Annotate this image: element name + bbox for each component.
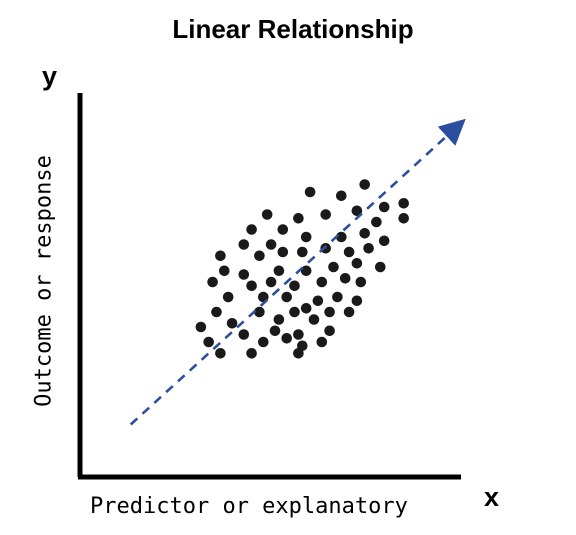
data-point-34 (356, 277, 367, 288)
data-point-42 (281, 292, 292, 303)
data-point-9 (371, 217, 382, 228)
data-point-66 (246, 348, 257, 359)
data-point-8 (262, 209, 273, 220)
data-point-21 (379, 236, 390, 247)
data-point-54 (344, 307, 355, 318)
data-point-16 (239, 239, 250, 250)
data-point-43 (313, 296, 324, 307)
data-point-56 (239, 329, 250, 340)
data-point-36 (246, 281, 257, 292)
data-point-15 (359, 228, 370, 239)
data-point-5 (293, 213, 304, 224)
data-point-26 (352, 258, 363, 269)
data-point-2 (336, 191, 347, 202)
data-point-61 (258, 337, 269, 348)
data-point-46 (211, 307, 222, 318)
data-point-33 (340, 273, 351, 284)
data-point-38 (289, 281, 300, 292)
data-point-29 (239, 269, 250, 280)
data-point-11 (246, 224, 257, 235)
data-point-67 (293, 348, 304, 359)
data-point-49 (301, 303, 312, 314)
data-point-35 (207, 277, 218, 288)
data-point-4 (398, 198, 409, 209)
data-point-40 (223, 292, 234, 303)
data-point-19 (344, 247, 355, 258)
data-point-6 (320, 209, 331, 220)
data-point-24 (278, 247, 289, 258)
data-point-10 (398, 213, 409, 224)
data-point-1 (359, 179, 370, 190)
data-point-22 (215, 251, 226, 262)
data-point-23 (254, 251, 265, 262)
data-point-58 (293, 329, 304, 340)
data-point-17 (266, 239, 277, 250)
data-point-28 (219, 266, 230, 277)
data-point-55 (196, 322, 207, 333)
data-point-52 (274, 314, 285, 325)
data-point-0 (305, 187, 316, 198)
data-point-51 (227, 318, 238, 329)
data-point-64 (317, 337, 328, 348)
data-point-39 (317, 277, 328, 288)
data-point-62 (281, 333, 292, 344)
data-point-20 (363, 243, 374, 254)
data-point-25 (297, 247, 308, 258)
data-point-44 (332, 292, 343, 303)
data-point-65 (215, 348, 226, 359)
data-point-3 (379, 202, 390, 213)
data-point-27 (375, 262, 386, 273)
data-point-31 (301, 266, 312, 277)
data-point-48 (289, 307, 300, 318)
data-point-53 (309, 314, 320, 325)
trend-arrow (131, 124, 460, 425)
data-point-57 (270, 326, 281, 337)
data-point-32 (328, 262, 339, 273)
data-point-45 (352, 296, 363, 307)
data-point-50 (324, 307, 335, 318)
data-point-37 (266, 277, 277, 288)
data-point-59 (324, 326, 335, 337)
data-point-12 (278, 224, 289, 235)
data-point-60 (203, 337, 214, 348)
data-point-30 (274, 266, 285, 277)
data-point-13 (301, 232, 312, 243)
